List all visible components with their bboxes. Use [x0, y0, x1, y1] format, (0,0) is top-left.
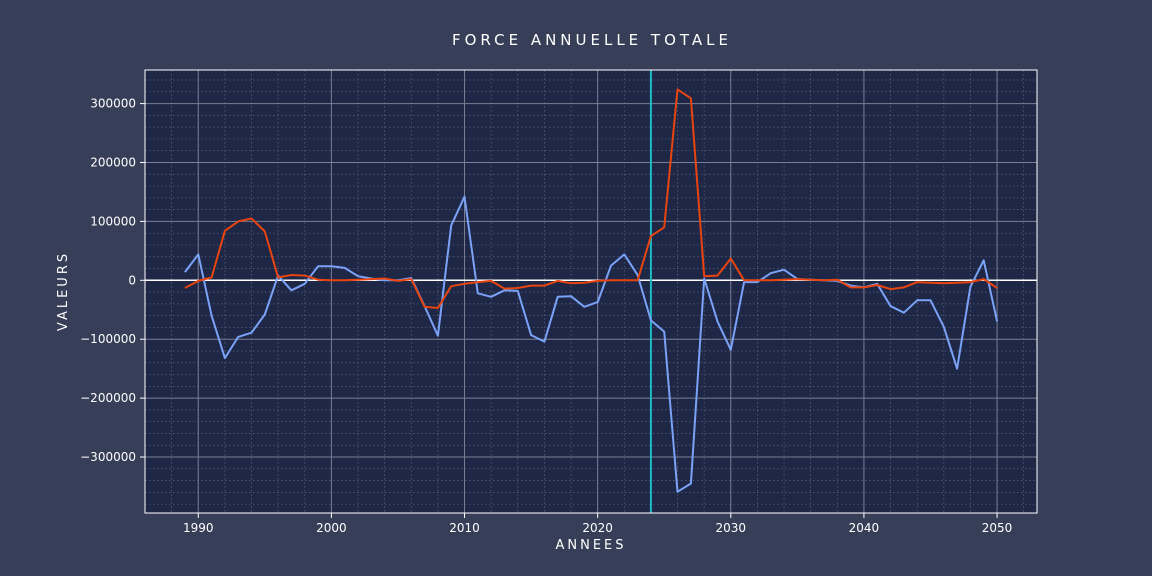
x-tick-label: 2040	[849, 521, 880, 535]
x-axis: 1990 2000 2010 2020 2030 2040 2050	[183, 513, 1012, 535]
x-tick-label: 2000	[316, 521, 347, 535]
y-tick-label: 100000	[90, 214, 136, 228]
y-tick-label: 0	[128, 273, 136, 287]
y-tick-label: −200000	[80, 391, 136, 405]
plot-area	[145, 70, 1037, 513]
chart-title: FORCE ANNUELLE TOTALE	[452, 31, 732, 49]
y-tick-label: 300000	[90, 97, 136, 111]
y-axis-label: VALEURS	[56, 251, 71, 331]
y-tick-label: 200000	[90, 155, 136, 169]
y-tick-label: −100000	[80, 332, 136, 346]
plot-frame	[144, 69, 1038, 514]
x-tick-label: 2050	[982, 521, 1013, 535]
x-tick-label: 2010	[449, 521, 480, 535]
y-axis: 300000 200000 100000 0 −100000 −200000 −300000	[80, 97, 145, 464]
series-line-2	[184, 88, 998, 309]
series-layer	[184, 88, 999, 493]
y-tick-label: −300000	[80, 450, 136, 464]
x-tick-label: 1990	[183, 521, 214, 535]
x-axis-label: ANNEES	[555, 538, 626, 553]
x-tick-label: 2030	[716, 521, 747, 535]
x-tick-label: 2020	[582, 521, 613, 535]
